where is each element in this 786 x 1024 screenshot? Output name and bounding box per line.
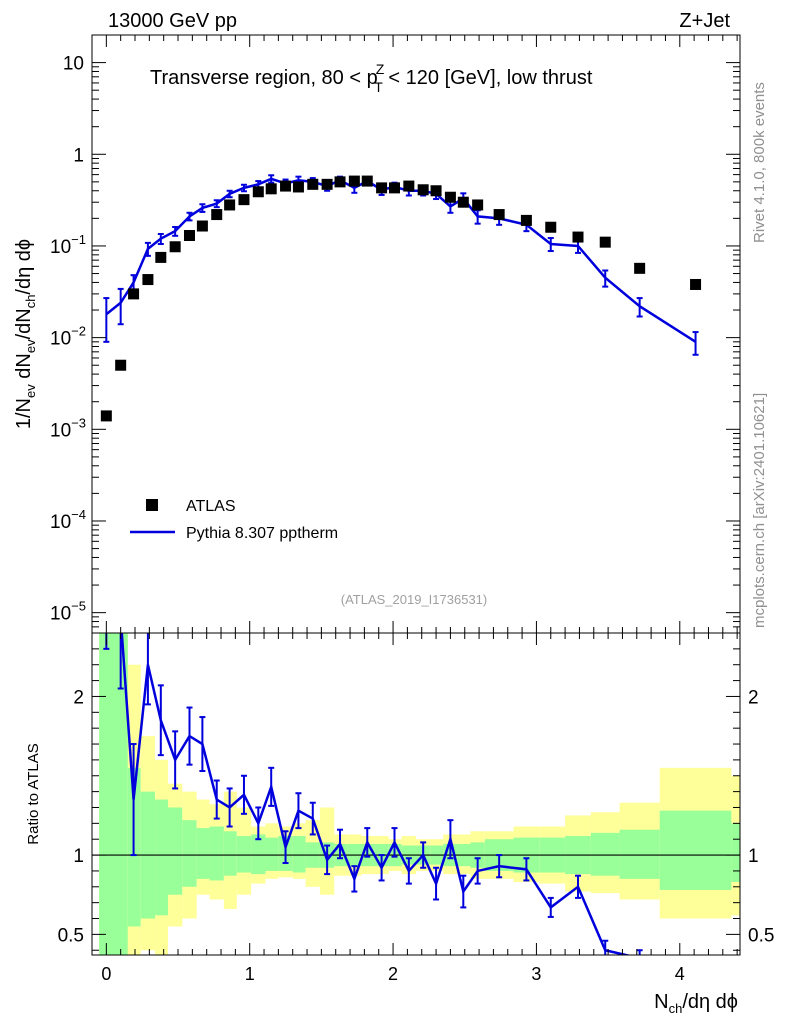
ratio-tick-label-left: 2	[73, 687, 84, 708]
ratio-tick-label-right: 1	[748, 846, 759, 867]
atlas-data-point	[634, 262, 646, 274]
legend: ATLAS Pythia 8.307 pptherm	[130, 498, 338, 542]
legend-atlas-label: ATLAS	[186, 498, 236, 515]
green-band-bin	[223, 831, 237, 876]
y-tick-label: 10−1	[50, 232, 86, 258]
atlas-data-point	[520, 214, 532, 226]
green-band-bin	[155, 799, 168, 916]
green-band-bin	[619, 829, 660, 879]
green-band-bin	[265, 837, 279, 871]
main-plot-frame	[91, 34, 741, 634]
atlas-data-point	[376, 182, 388, 194]
green-band-bin	[196, 828, 210, 879]
atlas-data-point	[599, 236, 611, 248]
green-band-bin	[182, 820, 197, 887]
atlas-data-point	[444, 191, 456, 203]
atlas-data-point	[403, 180, 415, 192]
atlas-data-point	[211, 209, 223, 221]
atlas-data-point	[472, 199, 484, 211]
atlas-data-point	[572, 231, 584, 243]
ratio-tick-label-right: 2	[748, 687, 759, 708]
green-band-bin	[292, 836, 306, 873]
y-tick-label: 10−5	[50, 599, 86, 625]
atlas-data-point	[100, 410, 112, 422]
y-tick-label: 10−3	[50, 415, 86, 441]
energy-label: 13000 GeV pp	[108, 10, 237, 32]
x-tick-label: 1	[245, 964, 255, 984]
x-tick-label: 3	[531, 964, 541, 984]
source-label: mcplots.cern.ch [arXiv:2401.10621]	[751, 393, 768, 628]
rivet-label: Rivet 4.1.0, 800k events	[751, 82, 768, 243]
ratio-tick-label-left: 0.5	[58, 925, 84, 946]
atlas-data-point	[430, 185, 442, 197]
analysis-id: (ATLAS_2019_I1736531)	[341, 592, 487, 607]
ratio-plot-data	[92, 633, 740, 955]
y-tick-label: 10−4	[50, 507, 86, 533]
ratio-series-line	[120, 633, 632, 955]
x-tick-label: 0	[101, 964, 111, 984]
atlas-data-point	[280, 180, 292, 192]
y-tick-label: 1	[73, 145, 84, 166]
atlas-data-point	[321, 178, 333, 190]
atlas-data-point	[457, 196, 469, 208]
atlas-data-point	[128, 288, 140, 300]
ratio-tick-label-left: 1	[73, 846, 84, 867]
ratio-plot-frame	[91, 632, 741, 956]
atlas-data-point	[417, 184, 429, 196]
process-label: Z+Jet	[679, 10, 730, 32]
atlas-data-point	[545, 221, 557, 233]
green-band-bin	[236, 836, 252, 873]
mc-series-line	[105, 177, 697, 343]
y-tick-label: 10−2	[50, 324, 86, 350]
legend-mc-label: Pythia 8.307 pptherm	[186, 525, 338, 542]
ratio-tick-label-right: 0.5	[748, 925, 774, 946]
atlas-data-point	[690, 278, 702, 290]
atlas-data-point	[252, 186, 264, 198]
atlas-data-point	[155, 251, 167, 263]
green-band-bin	[590, 832, 620, 876]
axes: 0 1 2 3 4 10 1 10−1 10−2 10−3 10−4 10−5 0.5 0.5 1 1 2 2	[50, 34, 774, 984]
atlas-data-point	[388, 182, 400, 194]
green-band-bin	[99, 633, 128, 955]
atlas-data-point	[265, 183, 277, 195]
atlas-data-point	[142, 274, 154, 286]
green-band-bin	[167, 807, 183, 895]
green-band-bin	[209, 826, 224, 881]
legend-atlas-marker	[146, 499, 158, 511]
atlas-data-point	[292, 181, 304, 193]
atlas-data-point	[224, 199, 236, 211]
atlas-data-point	[183, 230, 195, 242]
atlas-data-point	[361, 175, 373, 187]
main-plot-data	[100, 174, 702, 422]
y-tick-label: 10	[63, 54, 84, 75]
atlas-data-point	[307, 178, 319, 190]
green-band-bin	[251, 834, 266, 875]
y-axis-label: 1/Nev dNev/dNch/dη dϕ	[13, 239, 38, 429]
atlas-data-point	[115, 359, 127, 371]
ratio-axis-label: Ratio to ATLAS	[25, 743, 42, 844]
atlas-data-point	[348, 175, 360, 187]
atlas-data-point	[493, 209, 505, 221]
atlas-data-point	[334, 176, 346, 188]
x-tick-label: 2	[388, 964, 398, 984]
x-tick-label: 4	[675, 964, 685, 984]
green-band-bin	[659, 810, 732, 890]
green-band-bin	[731, 823, 740, 883]
atlas-data-point	[169, 241, 181, 253]
atlas-data-point	[196, 220, 208, 232]
chart-title: Transverse region, 80 < pZ T < 120 [GeV],…	[150, 61, 593, 95]
atlas-data-point	[238, 194, 250, 206]
x-axis-label: Nch/dη dϕ	[654, 991, 738, 1016]
